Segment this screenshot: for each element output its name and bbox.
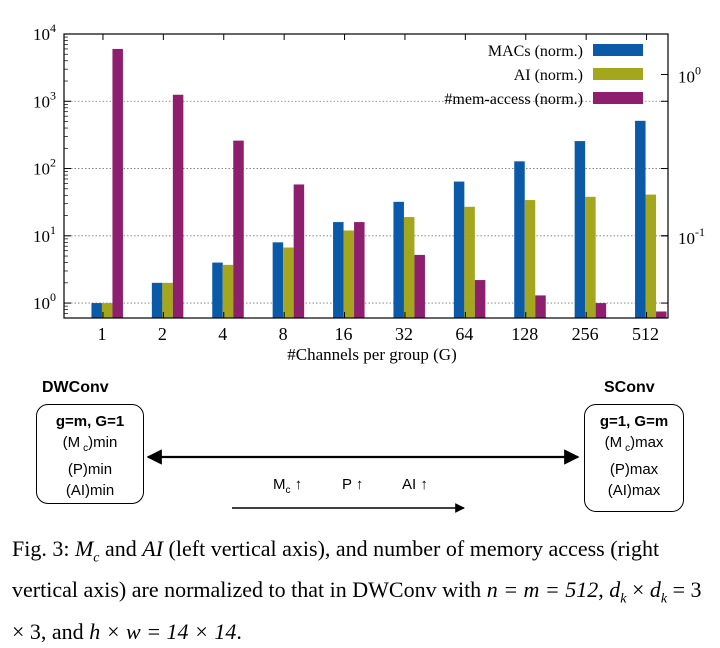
x-tick-label: 1 xyxy=(97,324,106,344)
diagram-arrows xyxy=(146,449,580,513)
x-tick-label: 128 xyxy=(511,324,538,344)
bar-macs-norm--128 xyxy=(514,161,525,318)
x-tick-label: 64 xyxy=(455,324,473,344)
legend-swatch xyxy=(593,92,643,104)
y-tick-label: 104 xyxy=(33,21,56,44)
bar--mem-access-norm--128 xyxy=(535,295,546,318)
legend: MACs (norm.) AI (norm.) #mem-access (norm.… xyxy=(444,43,643,108)
bar-ai-norm--256 xyxy=(585,196,596,318)
dwconv-box: g=m, G=1 (M c)min (P)min (AI)min xyxy=(36,404,144,504)
legend-label: #mem-access (norm.) xyxy=(444,91,583,108)
bar-macs-norm--512 xyxy=(635,120,646,318)
bar-ai-norm--8 xyxy=(283,247,294,318)
dwconv-line-3: (P)min xyxy=(67,461,113,478)
y-tick-label: 102 xyxy=(33,156,56,179)
sconv-line-2: (M c)max xyxy=(604,434,664,454)
x-tick-label: 512 xyxy=(632,324,659,344)
legend-swatch xyxy=(593,44,643,56)
bar-macs-norm--256 xyxy=(574,141,586,318)
bars xyxy=(91,48,667,318)
bar-ai-norm--16 xyxy=(343,230,355,318)
bar-ai-norm--128 xyxy=(524,200,536,318)
sconv-line-1: g=1, G=m xyxy=(599,413,669,430)
sconv-line-4: (AI)max xyxy=(607,482,661,499)
x-tick-label: 16 xyxy=(335,324,353,344)
bar-macs-norm--8 xyxy=(272,242,284,318)
y-axis-ticks: 100 101 102 103 104 xyxy=(33,21,668,314)
figure-caption: Fig. 3: Mc and AI (left vertical axis), … xyxy=(12,536,702,644)
y2-tick-label: 100 xyxy=(678,64,701,87)
mc-up-label: Mc ↑ xyxy=(273,476,303,496)
bar-ai-norm--512 xyxy=(645,194,657,318)
sconv-box: g=1, G=m (M c)max (P)max (AI)max xyxy=(584,404,684,512)
p-up-label: P ↑ xyxy=(342,476,364,493)
dwconv-line-4: (AI)min xyxy=(65,482,115,499)
legend-swatch xyxy=(593,68,643,80)
bar-ai-norm--2 xyxy=(162,282,173,318)
y-tick-label: 101 xyxy=(33,223,56,246)
bar--mem-access-norm--1 xyxy=(112,48,123,318)
bar-macs-norm--16 xyxy=(333,222,344,318)
x-tick-label: 32 xyxy=(395,324,413,344)
plot-frame xyxy=(63,33,669,319)
dwconv-line-1: g=m, G=1 xyxy=(55,413,125,430)
x-tick-label: 256 xyxy=(572,324,599,344)
x-axis-ticks: 1 2 4 8 16 32 64 128 256 512 xyxy=(97,34,659,344)
bar--mem-access-norm--32 xyxy=(414,254,425,318)
x-tick-label: 2 xyxy=(158,324,167,344)
sconv-line-3: (P)max xyxy=(609,461,659,478)
bar--mem-access-norm--256 xyxy=(595,303,607,318)
ai-up-label: AI ↑ xyxy=(402,476,428,493)
sconv-title: SConv xyxy=(604,379,655,396)
bar-macs-norm--64 xyxy=(453,181,465,318)
bar--mem-access-norm--16 xyxy=(354,222,365,318)
bar-macs-norm--4 xyxy=(212,262,223,318)
bar-macs-norm--32 xyxy=(393,201,404,318)
dwconv-title: DWConv xyxy=(42,379,109,396)
bar--mem-access-norm--2 xyxy=(172,94,184,318)
dwconv-line-2: (M c)min xyxy=(62,434,118,454)
bar-ai-norm--1 xyxy=(101,303,113,318)
bar-macs-norm--2 xyxy=(151,282,163,318)
x-tick-label: 4 xyxy=(218,324,227,344)
bar-macs-norm--1 xyxy=(91,303,102,318)
bar--mem-access-norm--4 xyxy=(233,140,244,318)
bar-ai-norm--32 xyxy=(403,217,415,318)
legend-label: AI (norm.) xyxy=(514,67,583,84)
bar-ai-norm--64 xyxy=(464,206,475,318)
y-tick-label: 100 xyxy=(33,290,56,313)
bar-ai-norm--4 xyxy=(222,264,234,318)
y-tick-label: 103 xyxy=(33,88,56,111)
bar--mem-access-norm--64 xyxy=(474,280,486,318)
x-tick-label: 8 xyxy=(279,324,288,344)
bar-chart: 100 101 102 103 104 100 10-1 1 2 4 8 16 32 64 128 256… xyxy=(33,21,705,364)
bar--mem-access-norm--8 xyxy=(293,184,305,318)
legend-label: MACs (norm.) xyxy=(488,43,583,60)
y2-tick-label: 10-1 xyxy=(678,225,705,248)
bar--mem-access-norm--512 xyxy=(656,311,667,318)
y2-axis-ticks: 100 10-1 xyxy=(661,64,705,248)
x-axis-label: #Channels per group (G) xyxy=(287,345,457,364)
